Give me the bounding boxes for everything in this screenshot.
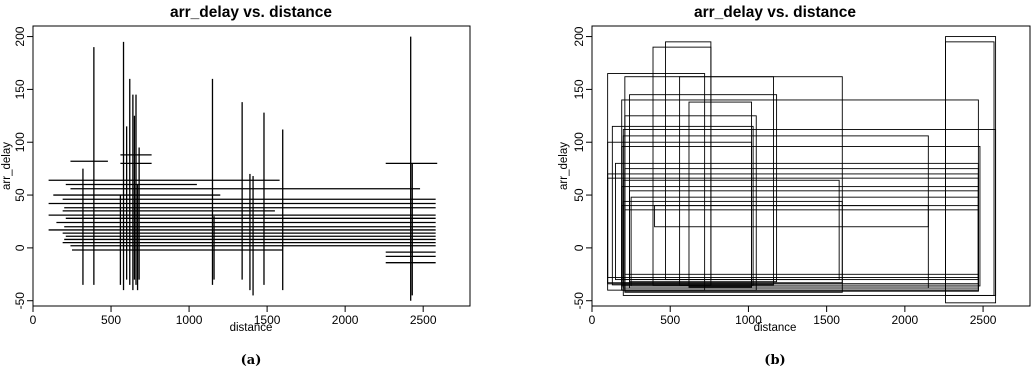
x-tick-label-b-5: 2500 [970, 313, 997, 327]
x-tick-label-b-1: 500 [660, 313, 680, 327]
chart-title-b: arr_delay vs. distance [694, 4, 856, 21]
rect-b-6 [621, 99, 979, 291]
x-tick-label-a-4: 2000 [332, 313, 359, 327]
rect-b-25 [622, 200, 843, 284]
rect-b-4 [607, 73, 706, 291]
caption-a: (a) [241, 353, 262, 368]
rect-b-15 [621, 146, 981, 287]
x-tick-label-a-2: 1000 [176, 313, 203, 327]
y-tick-label-b-1: 0 [572, 244, 586, 251]
rect-b-0 [945, 36, 997, 304]
x-axis-label-b: distance [754, 322, 797, 334]
x-tick-label-a-0: 0 [30, 313, 37, 327]
y-axis-a: -50 0 50 100 150 200 [13, 26, 33, 309]
x-tick-label-b-2: 1000 [735, 313, 762, 327]
rect-b-8 [629, 94, 778, 283]
plot-frame-a [32, 25, 471, 307]
x-axis-label-a: distance [230, 322, 273, 334]
y-tick-label-b-3: 100 [572, 132, 586, 152]
y-tick-label-a-0: -50 [13, 292, 27, 310]
rect-b-16 [688, 101, 753, 288]
chart-panel-a: arr_delay vs. distance 0 500 1000 1500 2000 2… [1, 4, 471, 368]
y-tick-label-a-3: 100 [13, 132, 27, 152]
rect-b-7 [622, 135, 929, 289]
x-tick-label-b-4: 2000 [892, 313, 919, 327]
y-tick-label-a-2: 50 [13, 188, 27, 202]
y-tick-label-a-5: 200 [13, 26, 27, 46]
x-tick-label-b-0: 0 [589, 313, 596, 327]
chart-title-a: arr_delay vs. distance [170, 4, 332, 21]
rect-b-12 [679, 76, 774, 286]
rect-b-5 [624, 76, 843, 293]
rect-b-27 [624, 209, 979, 292]
plot-area-a [48, 36, 438, 301]
y-tick-label-a-1: 0 [13, 244, 27, 251]
y-axis-label-b: arr_delay [558, 142, 570, 190]
x-axis-a: 0 500 1000 1500 2000 2500 [30, 306, 437, 327]
rect-b-13 [615, 162, 979, 281]
x-tick-label-a-3: 1500 [254, 313, 281, 327]
x-tick-label-a-1: 500 [101, 313, 121, 327]
caption-b: (b) [764, 353, 785, 368]
y-axis-b: -50 0 50 100 150 200 [572, 26, 592, 309]
x-axis-b: 0 500 1000 1500 2000 2500 [589, 306, 997, 327]
rect-b-11 [622, 129, 997, 296]
x-tick-label-a-5: 2500 [410, 313, 437, 327]
rect-b-18 [624, 168, 979, 275]
x-tick-label-b-3: 1500 [813, 313, 840, 327]
rect-b-20 [622, 179, 840, 281]
rect-b-3 [665, 41, 712, 281]
y-tick-label-b-4: 150 [572, 79, 586, 99]
rect-b-2 [652, 46, 712, 286]
y-tick-label-b-2: 50 [572, 188, 586, 202]
rect-b-23 [630, 196, 979, 287]
rect-b-19 [607, 173, 979, 278]
chart-panel-b: arr_delay vs. distance 0 500 1000 1500 2000 2… [558, 4, 1031, 368]
rect-b-17 [654, 205, 929, 228]
rect-b-24 [607, 177, 979, 285]
y-tick-label-b-5: 200 [572, 26, 586, 46]
y-tick-label-b-0: -50 [572, 292, 586, 310]
plot-frame-b [591, 25, 1031, 307]
y-tick-label-a-4: 150 [13, 79, 27, 99]
plot-area-b [607, 36, 997, 304]
y-axis-label-a: arr_delay [1, 142, 13, 190]
